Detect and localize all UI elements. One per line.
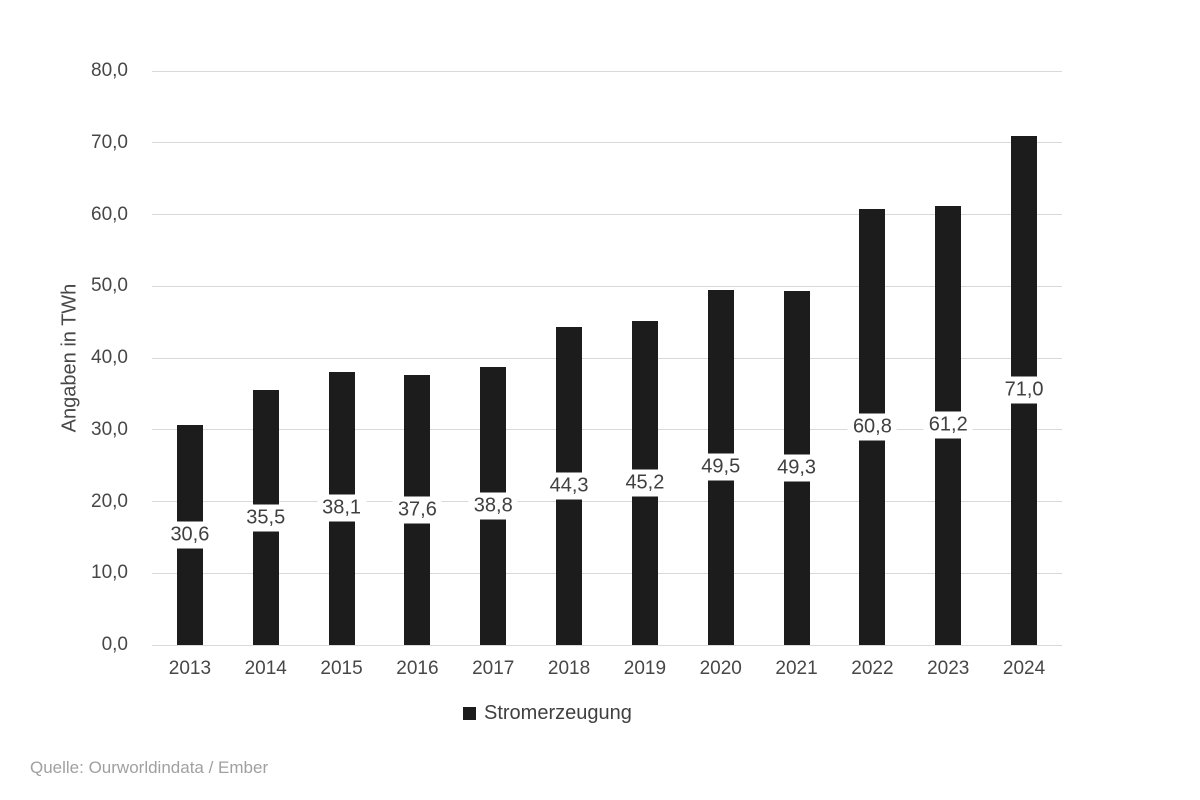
bar-value-label: 71,0	[999, 376, 1049, 404]
legend: Stromerzeugung	[463, 701, 632, 725]
x-tick-label: 2022	[851, 658, 894, 679]
x-axis-tick-labels: 2013 2014 2015 2016 2017 2018 2019 2020 2021 2022…	[152, 657, 1062, 681]
legend-label: Stromerzeugung	[484, 701, 632, 724]
bar-value-label: 49,3	[772, 454, 822, 482]
x-tick-label: 2014	[244, 658, 287, 679]
y-tick-label: 30,0	[91, 418, 128, 440]
gridline	[152, 357, 1062, 359]
bar-value-label: 35,5	[241, 504, 291, 532]
y-tick-label: 10,0	[91, 562, 128, 584]
y-tick-label: 80,0	[91, 60, 128, 81]
y-tick-label: 60,0	[91, 203, 128, 225]
source-caption: Quelle: Ourworldindata / Ember	[30, 758, 269, 777]
gridline	[152, 501, 1062, 502]
x-tick-label: 2023	[927, 658, 970, 679]
y-tick-label: 40,0	[91, 347, 128, 368]
legend-square-icon	[463, 706, 476, 720]
bar-value-label: 45,2	[620, 469, 670, 497]
y-tick-label: 20,0	[91, 490, 128, 512]
x-tick-label: 2018	[547, 658, 591, 679]
x-tick-label: 2024	[1002, 658, 1046, 679]
x-tick-label: 2021	[775, 658, 818, 679]
x-tick-label: 2019	[623, 658, 667, 679]
bar-value-label: 37,6	[392, 496, 442, 524]
plot-area: 30,6 35,5 38,1 37,6 38,8 44,3 45,2 49,5 49,3 60,8…	[152, 70, 1062, 646]
gridline	[152, 214, 1062, 215]
x-tick-label: 2017	[472, 658, 515, 679]
gridline	[152, 572, 1062, 574]
bar-value-label: 49,5	[696, 453, 746, 481]
gridline	[152, 429, 1062, 431]
gridline	[152, 285, 1062, 287]
y-tick-label: 0,0	[101, 634, 128, 655]
bar-value-label: 44,3	[544, 472, 594, 500]
gridline	[152, 142, 1062, 144]
y-tick-label: 50,0	[91, 275, 128, 297]
x-tick-label: 2015	[320, 658, 363, 679]
x-tick-label: 2016	[396, 658, 439, 679]
gridline	[152, 70, 1062, 72]
y-axis-tick-labels: 0,0 10,0 20,0 30,0 40,0 50,0 60,0 70,0 80,0	[0, 60, 128, 655]
x-tick-label: 2020	[699, 658, 742, 679]
bar-value-label: 38,1	[317, 494, 367, 522]
gridline	[152, 644, 1062, 646]
bar-value-label: 30,6	[165, 521, 215, 549]
y-tick-label: 70,0	[91, 131, 128, 153]
bar-value-label: 60,8	[847, 413, 897, 441]
bar-value-label: 61,2	[923, 411, 973, 439]
x-tick-label: 2013	[168, 658, 212, 679]
bar-value-label: 38,8	[468, 492, 518, 520]
